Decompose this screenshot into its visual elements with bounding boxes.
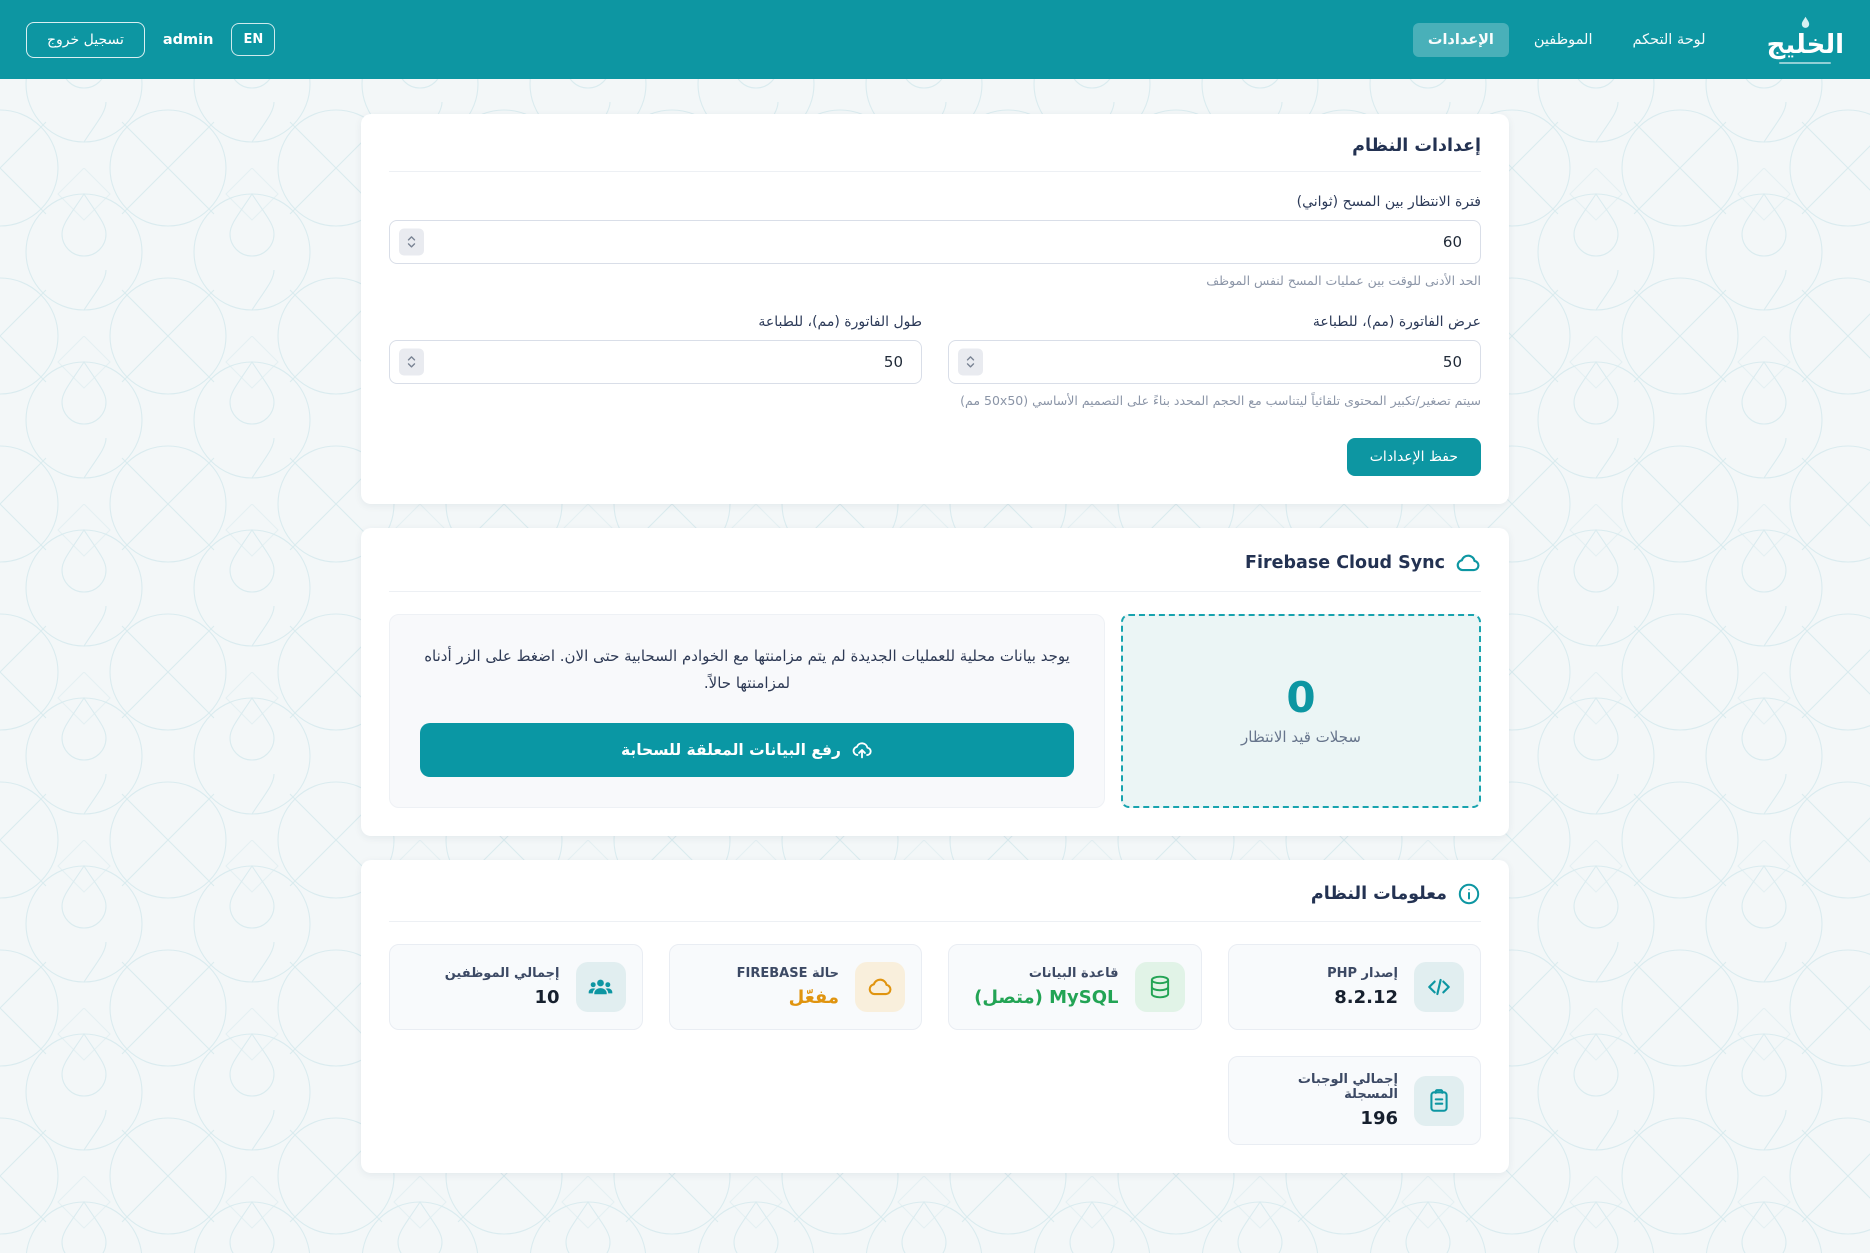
stat-value: مفعّل bbox=[788, 987, 839, 1008]
user-area: EN admin تسجيل خروج bbox=[26, 21, 276, 58]
scan-wait-input-wrap bbox=[389, 220, 1481, 264]
settings-card-title: إعدادات النظام bbox=[1352, 136, 1481, 156]
scan-wait-field: فترة الانتظار بين المسح (ثواني) الحد الأ… bbox=[389, 194, 1481, 288]
system-info-title: معلومات النظام bbox=[1310, 884, 1447, 904]
system-info-header: معلومات النظام bbox=[389, 882, 1481, 922]
sync-panel: يوجد بيانات محلية للعمليات الجديدة لم يت… bbox=[389, 614, 1105, 808]
nav-item-settings[interactable]: الإعدادات bbox=[1412, 22, 1509, 57]
invoice-width-label: عرض الفاتورة (مم)، للطباعة bbox=[1312, 314, 1481, 330]
stat-label: حالة FIREBASE bbox=[736, 966, 839, 981]
upload-pending-button[interactable]: رفع البيانات المعلقة للسحابة bbox=[420, 723, 1074, 777]
top-navbar: الخليج لوحة التحكم الموظفين الإعدادات EN… bbox=[0, 0, 1870, 79]
main-content: إعدادات النظام فترة الانتظار بين المسح (… bbox=[361, 114, 1509, 1173]
stat-database: قاعدة البيانات MySQL (متصل) bbox=[948, 944, 1202, 1030]
firebase-card-title: Firebase Cloud Sync bbox=[1245, 553, 1445, 573]
nav-item-employees[interactable]: الموظفين bbox=[1533, 31, 1593, 48]
cloud-icon bbox=[855, 962, 905, 1012]
stat-total-employees: إجمالي الموظفين 10 bbox=[389, 944, 643, 1030]
code-icon bbox=[1414, 962, 1464, 1012]
upload-cloud-icon bbox=[852, 742, 872, 759]
logout-button[interactable]: تسجيل خروج bbox=[26, 21, 145, 58]
pending-records-box: 0 سجلات قيد الانتظار bbox=[1121, 614, 1481, 808]
stat-value: 196 bbox=[1360, 1108, 1398, 1129]
invoice-size-row: عرض الفاتورة (مم)، للطباعة سيتم تصغير/تك… bbox=[389, 314, 1481, 408]
stat-text: إصدار PHP 8.2.12 bbox=[1327, 966, 1398, 1008]
stat-text: إجمالي الموظفين 10 bbox=[445, 966, 560, 1008]
number-stepper[interactable] bbox=[958, 348, 983, 376]
invoice-length-input[interactable] bbox=[389, 340, 922, 384]
database-icon bbox=[1134, 962, 1185, 1012]
invoice-size-helper: سيتم تصغير/تكبير المحتوى تلقائياً ليتناس… bbox=[960, 393, 1481, 408]
save-settings-button[interactable]: حفظ الإعدادات bbox=[1346, 438, 1481, 476]
invoice-width-field: عرض الفاتورة (مم)، للطباعة سيتم تصغير/تك… bbox=[948, 314, 1481, 408]
stat-php-version: إصدار PHP 8.2.12 bbox=[1227, 944, 1481, 1030]
stat-text: قاعدة البيانات MySQL (متصل) bbox=[974, 966, 1118, 1008]
stat-label: إجمالي الموظفين bbox=[444, 966, 560, 981]
invoice-length-field: طول الفاتورة (مم)، للطباعة bbox=[389, 314, 922, 408]
invoice-width-input[interactable] bbox=[948, 340, 1481, 384]
scan-wait-label: فترة الانتظار بين المسح (ثواني) bbox=[1296, 194, 1481, 210]
invoice-width-input-wrap bbox=[948, 340, 1481, 384]
brand-logo: الخليج bbox=[1767, 15, 1844, 64]
stat-label: إصدار PHP bbox=[1327, 966, 1398, 981]
upload-pending-label: رفع البيانات المعلقة للسحابة bbox=[621, 741, 841, 759]
system-info-card: معلومات النظام إصدار PHP 8.2.12 bbox=[361, 860, 1509, 1173]
stepper-chevrons-icon bbox=[407, 356, 416, 368]
brand-title: الخليج bbox=[1766, 30, 1844, 60]
sync-row: 0 سجلات قيد الانتظار يوجد بيانات محلية ل… bbox=[389, 614, 1481, 808]
invoice-length-label: طول الفاتورة (مم)، للطباعة bbox=[758, 314, 922, 330]
info-icon bbox=[1458, 883, 1480, 905]
save-row: حفظ الإعدادات bbox=[389, 438, 1481, 476]
water-drop-icon bbox=[1801, 16, 1809, 28]
system-settings-card: إعدادات النظام فترة الانتظار بين المسح (… bbox=[361, 114, 1509, 504]
main-nav: لوحة التحكم الموظفين الإعدادات bbox=[1412, 22, 1721, 57]
firebase-card-header: Firebase Cloud Sync bbox=[389, 550, 1481, 592]
stepper-chevrons-icon bbox=[407, 236, 416, 248]
nav-item-dashboard[interactable]: لوحة التحكم bbox=[1632, 31, 1706, 48]
username-label: admin bbox=[162, 31, 214, 48]
number-stepper[interactable] bbox=[399, 228, 424, 256]
stat-label: إجمالي الوجبات المسجلة bbox=[1297, 1072, 1398, 1102]
sync-message: يوجد بيانات محلية للعمليات الجديدة لم يت… bbox=[424, 647, 1070, 692]
stat-text: إجمالي الوجبات المسجلة 196 bbox=[1245, 1072, 1398, 1129]
invoice-length-input-wrap bbox=[389, 340, 922, 384]
stat-value: 10 bbox=[534, 987, 560, 1008]
stats-grid: إصدار PHP 8.2.12 قاعدة البيانات bbox=[389, 944, 1481, 1145]
stat-value: MySQL (متصل) bbox=[974, 987, 1119, 1008]
language-toggle-button[interactable]: EN bbox=[231, 23, 276, 56]
brand-underline bbox=[1779, 62, 1832, 64]
stat-firebase-status: حالة FIREBASE مفعّل bbox=[668, 944, 922, 1030]
scan-wait-helper: الحد الأدنى للوقت بين عمليات المسح لنفس … bbox=[1206, 273, 1481, 288]
stat-value: 8.2.12 bbox=[1334, 987, 1398, 1008]
settings-card-header: إعدادات النظام bbox=[389, 136, 1481, 172]
stepper-chevrons-icon bbox=[966, 356, 975, 368]
clipboard-icon bbox=[1414, 1075, 1464, 1126]
people-icon bbox=[575, 962, 626, 1012]
cloud-icon bbox=[1456, 554, 1480, 572]
pending-label: سجلات قيد الانتظار bbox=[1241, 727, 1361, 746]
stat-label: قاعدة البيانات bbox=[1028, 966, 1119, 981]
stat-total-meals: إجمالي الوجبات المسجلة 196 bbox=[1227, 1056, 1481, 1145]
number-stepper[interactable] bbox=[399, 348, 424, 376]
pending-count: 0 bbox=[1286, 672, 1316, 722]
stat-text: حالة FIREBASE مفعّل bbox=[737, 966, 839, 1008]
scan-wait-input[interactable] bbox=[389, 220, 1481, 264]
firebase-sync-card: Firebase Cloud Sync 0 سجلات قيد الانتظار… bbox=[361, 528, 1509, 836]
